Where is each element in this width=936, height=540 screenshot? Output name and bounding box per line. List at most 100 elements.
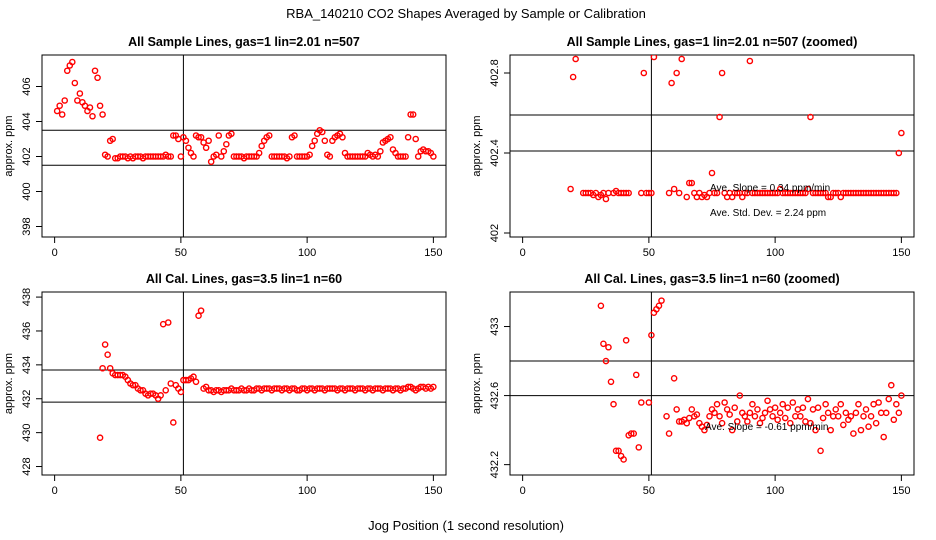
data-point bbox=[665, 430, 673, 437]
data-point bbox=[414, 153, 422, 160]
data-point bbox=[286, 153, 293, 160]
data-point bbox=[377, 147, 384, 155]
data-point bbox=[627, 430, 635, 437]
data-point bbox=[693, 411, 701, 418]
data-point bbox=[202, 144, 210, 152]
plot-frame bbox=[41, 291, 447, 476]
data-point bbox=[61, 97, 69, 104]
data-point bbox=[887, 381, 895, 389]
data-point bbox=[718, 69, 726, 77]
data-point bbox=[177, 388, 185, 396]
panel-title: All Sample Lines, gas=1 lin=2.01 n=507 bbox=[128, 35, 360, 49]
data-point bbox=[842, 409, 850, 417]
data-point bbox=[865, 423, 872, 430]
y-tick-label: 433 bbox=[489, 317, 501, 335]
data-point bbox=[893, 189, 900, 197]
chart-panel-2: All Sample Lines, gas=1 lin=2.01 n=507 (… bbox=[471, 35, 915, 259]
data-point bbox=[622, 337, 630, 344]
data-point bbox=[402, 153, 409, 160]
data-point bbox=[409, 111, 417, 118]
data-point bbox=[824, 409, 832, 417]
chart-panel-1: All Sample Lines, gas=1 lin=2.01 n=507 0 5… bbox=[3, 35, 447, 259]
data-point bbox=[404, 133, 412, 141]
data-point bbox=[359, 153, 366, 160]
data-point bbox=[716, 113, 723, 121]
data-point bbox=[713, 189, 721, 197]
data-point bbox=[137, 386, 144, 394]
data-point bbox=[875, 399, 882, 406]
data-point bbox=[832, 406, 840, 413]
data-point bbox=[228, 130, 235, 138]
data-point bbox=[827, 426, 834, 434]
data-point bbox=[824, 193, 832, 201]
data-point bbox=[71, 79, 79, 87]
data-point bbox=[645, 189, 653, 197]
y-tick-label: 400 bbox=[21, 182, 33, 200]
data-point bbox=[339, 133, 346, 141]
data-point bbox=[69, 58, 76, 66]
data-point bbox=[668, 79, 675, 87]
data-point bbox=[812, 426, 819, 434]
plot-frame bbox=[509, 54, 915, 238]
data-point bbox=[625, 189, 632, 197]
annotation-text: Ave. Slope = -0.61 ppm/min bbox=[705, 422, 829, 433]
data-point bbox=[567, 185, 574, 193]
y-axis-label: approx. ppm bbox=[471, 353, 483, 414]
data-point bbox=[703, 421, 711, 429]
x-tick-label: 100 bbox=[766, 485, 784, 497]
data-point bbox=[741, 413, 749, 420]
data-point bbox=[872, 419, 880, 427]
x-tick-label: 150 bbox=[892, 247, 910, 259]
data-points bbox=[96, 307, 437, 442]
x-tick-label: 100 bbox=[298, 485, 316, 497]
x-tick-label: 150 bbox=[424, 485, 442, 497]
y-tick-label: 402.8 bbox=[489, 59, 501, 87]
data-point bbox=[177, 153, 185, 160]
data-point bbox=[799, 404, 807, 411]
data-point bbox=[326, 153, 334, 160]
data-point bbox=[880, 433, 888, 441]
plot-frame bbox=[509, 291, 915, 476]
data-point bbox=[723, 406, 731, 413]
data-point bbox=[832, 189, 840, 197]
data-point bbox=[399, 153, 407, 160]
data-point bbox=[733, 418, 741, 425]
data-point bbox=[215, 132, 223, 139]
data-point bbox=[104, 351, 111, 358]
data-point bbox=[638, 399, 645, 406]
data-point bbox=[817, 447, 824, 455]
data-point bbox=[615, 447, 622, 455]
x-tick-label: 50 bbox=[643, 485, 655, 497]
panel-title: All Sample Lines, gas=1 lin=2.01 n=507 (… bbox=[567, 35, 858, 49]
data-point bbox=[781, 414, 789, 422]
data-point bbox=[721, 399, 728, 406]
data-point bbox=[807, 113, 814, 121]
data-point bbox=[192, 378, 200, 386]
data-point bbox=[814, 404, 822, 411]
x-tick-label: 100 bbox=[298, 247, 316, 259]
data-point bbox=[764, 397, 771, 405]
data-point bbox=[797, 413, 804, 420]
annotation-text: Ave. Slope = 0.34 ppm/min bbox=[710, 183, 830, 194]
data-point bbox=[655, 302, 663, 310]
data-point bbox=[101, 341, 109, 348]
data-point bbox=[164, 153, 172, 160]
x-tick-label: 150 bbox=[892, 485, 910, 497]
data-point bbox=[207, 158, 215, 166]
data-point bbox=[56, 102, 63, 110]
data-point bbox=[840, 421, 847, 429]
data-point bbox=[63, 67, 71, 75]
data-point bbox=[822, 400, 829, 408]
data-point bbox=[670, 185, 678, 193]
data-point bbox=[670, 375, 678, 382]
data-point bbox=[182, 137, 190, 145]
x-tick-label: 150 bbox=[424, 247, 442, 259]
data-point bbox=[771, 189, 779, 197]
data-points bbox=[597, 297, 905, 463]
data-point bbox=[895, 149, 903, 157]
data-point bbox=[430, 153, 437, 160]
data-point bbox=[890, 189, 898, 197]
data-point bbox=[195, 312, 202, 320]
data-point bbox=[602, 195, 610, 203]
